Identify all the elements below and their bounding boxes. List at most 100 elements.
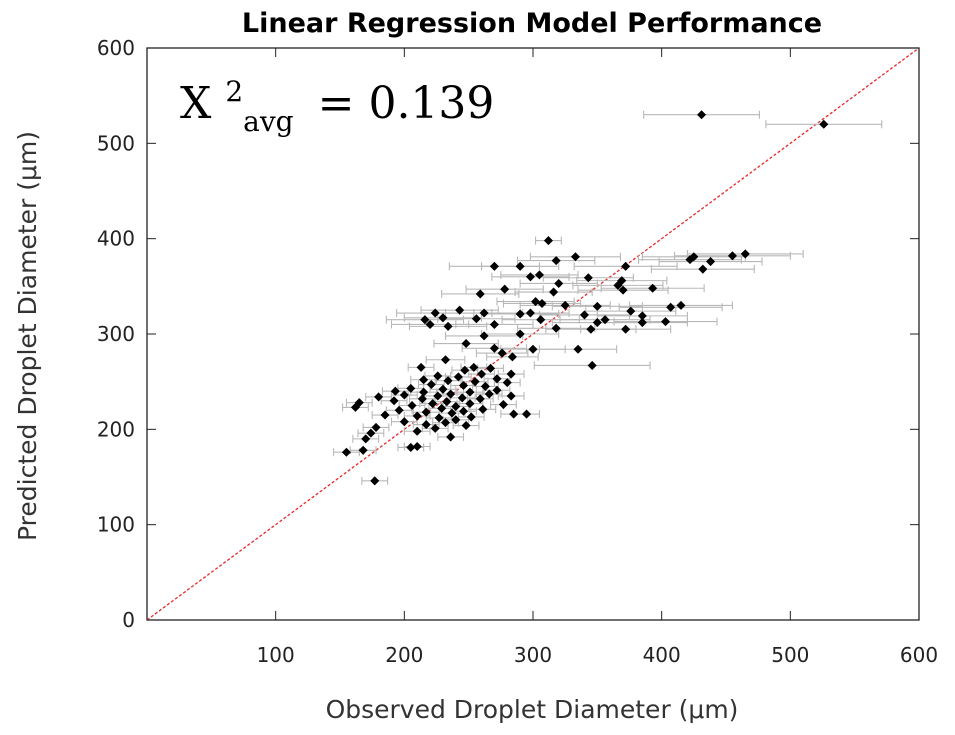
data-point [549,287,559,297]
x-axis-ticks: 100 200 300 400 500 600 [257,48,938,667]
data-point [465,387,475,397]
y-tick-label: 300 [97,322,135,346]
data-point [399,390,409,400]
data-point [433,371,443,381]
data-point [421,407,431,417]
data-point [458,406,469,416]
x-axis-label: Observed Droplet Diameter (μm) [326,695,739,724]
data-point [583,273,593,283]
chi-square-annotation: X 2 avg = 0.139 [180,61,494,142]
data-point [438,313,448,323]
data-point [489,319,499,329]
data-point [374,392,384,402]
data-point [489,261,499,271]
data-point [507,352,517,362]
data-point [525,308,535,318]
data-point [426,380,436,390]
data-point [592,301,602,311]
data-point [358,445,368,455]
data-point [515,309,525,319]
data-point [506,391,516,401]
data-point [479,331,489,341]
data-point [443,321,453,331]
data-point [471,314,481,324]
data-point [478,404,488,414]
data-point [497,348,507,358]
x-tick-label: 200 [385,643,423,667]
data-point [592,318,602,328]
y-axis-label: Predicted Droplet Diameter (μm) [13,131,42,541]
x-tick-label: 400 [643,643,681,667]
data-point [819,119,829,129]
x-tick-label: 600 [900,643,938,667]
data-point [366,428,376,438]
data-point [430,423,440,433]
data-point [586,324,596,334]
data-point [515,329,525,339]
data-point [573,344,583,354]
data-point [380,410,390,420]
data-point [407,400,417,411]
data-point [440,355,451,365]
data-point [492,385,502,395]
data-point [489,343,499,353]
data-point [536,315,546,325]
data-point [500,284,510,294]
chi-subscript: avg [243,105,294,138]
data-point [522,409,532,419]
data-point [412,411,422,421]
data-point [560,300,570,310]
data-point [551,256,561,266]
data-point [457,393,467,403]
data-point [446,389,456,399]
data-point [727,251,737,261]
data-point [361,434,371,444]
data-point [676,300,686,310]
y-tick-label: 200 [97,417,135,441]
data-point [484,389,494,399]
y-tick-label: 100 [97,513,135,537]
data-point [506,369,516,379]
data-point [446,432,456,442]
data-point [406,442,416,452]
data-point [554,278,564,288]
data-point [421,420,431,430]
data-point [437,403,447,413]
data-point [470,377,480,387]
data-point [461,420,471,431]
data-point [626,306,636,316]
data-point [697,110,707,120]
data-point [412,426,422,436]
data-point [661,317,671,327]
data-point [419,375,429,385]
y-axis-ticks: 0 100 200 300 400 500 600 [97,36,919,632]
chi-value: = 0.139 [318,78,495,129]
data-point [477,369,487,379]
data-point [419,387,429,397]
data-point [458,380,469,391]
data-points [341,110,829,486]
data-point [475,394,485,404]
data-point [475,289,485,299]
data-point [498,400,508,410]
data-point [461,339,471,349]
data-point [509,409,519,419]
chi-superscript: 2 [225,75,243,108]
data-point [341,447,351,457]
data-point [480,381,490,391]
y-tick-label: 0 [122,608,135,632]
data-point [486,363,496,373]
plot-area [146,47,920,621]
data-point [621,324,631,334]
y-tick-label: 400 [97,227,135,251]
data-point [525,272,535,282]
data-point [515,261,525,271]
data-point [537,298,547,309]
data-point [570,252,580,262]
data-point [434,413,444,423]
data-point [621,261,631,271]
data-point [416,362,426,372]
data-point [453,372,463,382]
data-point [637,318,647,328]
